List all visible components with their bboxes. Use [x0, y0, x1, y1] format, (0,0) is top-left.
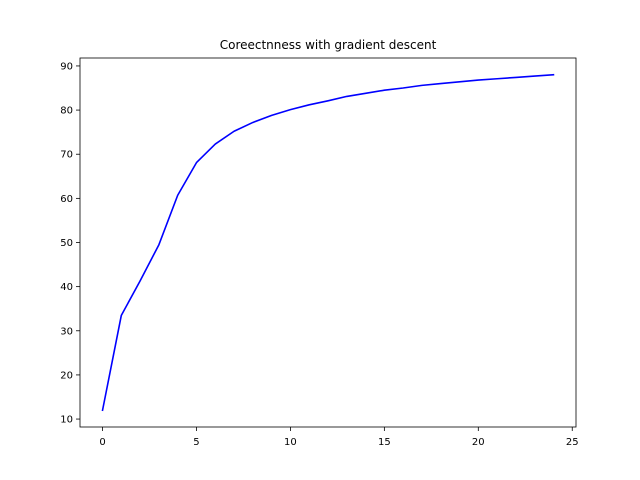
series-line-0 [101, 73, 555, 412]
chart-title: Coreectnness with gradient descent [220, 38, 437, 52]
x-tick-label: 10 [284, 437, 297, 448]
y-tick-label: 30 [60, 326, 73, 337]
y-tick-label: 50 [60, 238, 73, 249]
x-tick-label: 20 [472, 437, 485, 448]
axes-frame [79, 57, 577, 428]
x-tick-label: 5 [193, 437, 199, 448]
y-tick-label: 10 [60, 415, 73, 426]
x-tick-label: 25 [566, 437, 579, 448]
y-tick-label: 20 [60, 370, 73, 381]
x-tick-label: 0 [99, 437, 105, 448]
y-tick-label: 60 [60, 194, 73, 205]
y-tick-label: 40 [60, 282, 73, 293]
x-tick-label: 15 [378, 437, 391, 448]
plot-area: 0 5 10 15 20 25 10 20 30 40 50 60 70 80 90 [60, 57, 579, 448]
y-tick-label: 70 [60, 150, 73, 161]
y-tick-label: 90 [60, 61, 73, 72]
y-tick-label: 80 [60, 106, 73, 117]
